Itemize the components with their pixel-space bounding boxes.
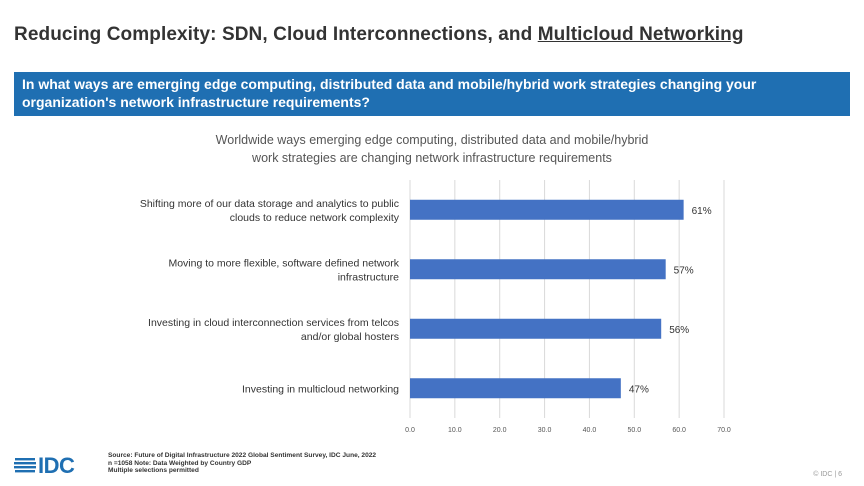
category-label: Shifting more of our data storage and an… xyxy=(140,198,399,210)
bar xyxy=(410,259,666,280)
x-tick-label: 20.0 xyxy=(493,427,507,434)
bar xyxy=(410,318,662,339)
category-label: and/or global hosters xyxy=(301,331,399,343)
slide-title-underlined: Multicloud Networking xyxy=(537,24,744,45)
category-label: Investing in multicloud networking xyxy=(242,383,399,395)
category-label: infrastructure xyxy=(338,271,399,283)
question-text: In what ways are emerging edge computing… xyxy=(22,76,757,110)
bar xyxy=(410,378,621,399)
source-note: Source: Future of Digital Infrastructure… xyxy=(108,452,376,475)
chart-title-line1: Worldwide ways emerging edge computing, … xyxy=(215,133,649,147)
bar-value-label: 61% xyxy=(692,206,712,217)
idc-globe-icon xyxy=(14,458,36,473)
chart-title-line2: work strategies are changing network inf… xyxy=(252,151,612,165)
x-tick-label: 50.0 xyxy=(627,427,641,434)
slide-title-prefix: Reducing Complexity: SDN, Cloud Intercon… xyxy=(14,24,538,45)
source-line2: n =1058 Note: Data Weighted by Country G… xyxy=(108,459,252,467)
category-label: Investing in cloud interconnection servi… xyxy=(148,317,399,329)
x-tick-label: 60.0 xyxy=(672,427,686,434)
bar xyxy=(410,199,684,220)
x-tick-label: 30.0 xyxy=(538,427,552,434)
category-label: Moving to more flexible, software define… xyxy=(168,257,399,269)
source-line3: Multiple selections permitted xyxy=(108,467,199,474)
x-tick-label: 40.0 xyxy=(583,427,597,434)
bar-value-label: 56% xyxy=(669,325,689,336)
bar-value-label: 57% xyxy=(674,265,694,276)
category-label: clouds to reduce network complexity xyxy=(230,212,400,224)
idc-logo: IDC xyxy=(14,453,75,478)
source-line1: Source: Future of Digital Infrastructure… xyxy=(108,452,377,459)
x-tick-label: 70.0 xyxy=(717,427,731,434)
footer-page-number: © IDC | 6 xyxy=(813,471,842,478)
x-tick-label: 0.0 xyxy=(405,427,415,434)
bar-value-label: 47% xyxy=(629,384,649,395)
slide-title: Reducing Complexity: SDN, Cloud Intercon… xyxy=(14,24,744,46)
x-tick-label: 10.0 xyxy=(448,427,462,434)
chart-title: Worldwide ways emerging edge computing, … xyxy=(0,131,864,167)
question-banner: In what ways are emerging edge computing… xyxy=(14,72,850,116)
idc-logo-text: IDC xyxy=(38,453,75,478)
